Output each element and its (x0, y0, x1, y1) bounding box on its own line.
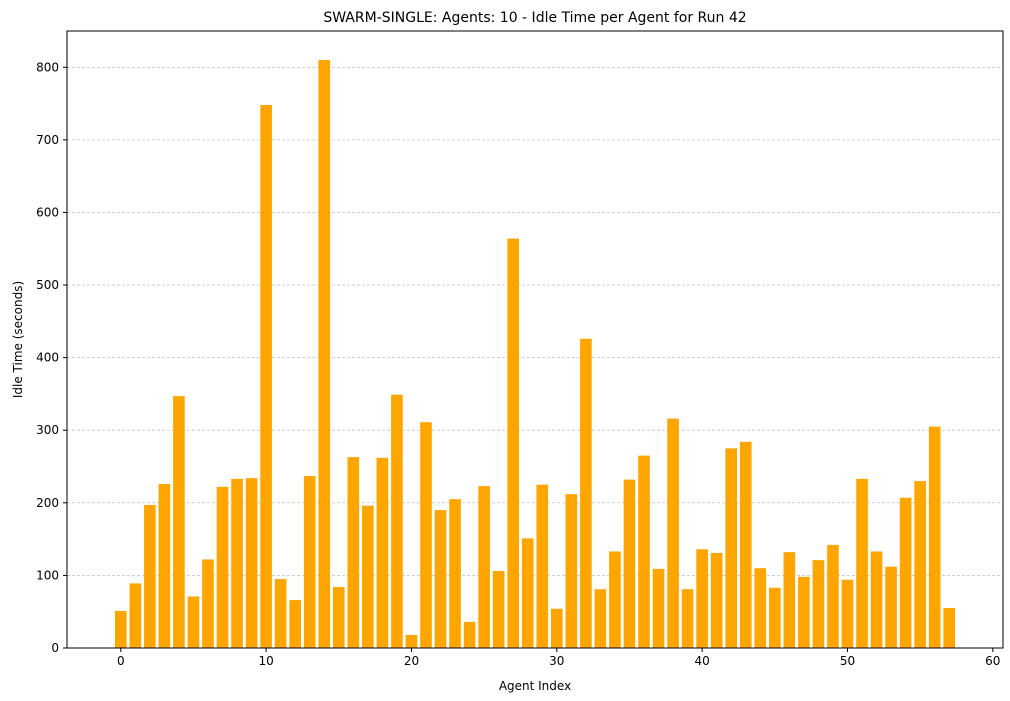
bar (754, 568, 767, 648)
x-tick-label: 20 (404, 654, 419, 668)
y-tick-label: 0 (51, 641, 59, 655)
bar (478, 486, 490, 648)
bar (114, 610, 127, 648)
bar (463, 621, 476, 648)
bar (318, 60, 331, 649)
y-tick-label: 600 (36, 205, 59, 219)
y-tick-label: 700 (36, 133, 59, 147)
bar (144, 505, 156, 648)
bar (216, 486, 229, 648)
x-tick-label: 50 (840, 654, 855, 668)
bar (405, 634, 418, 648)
bar (550, 608, 563, 648)
bar (347, 457, 360, 648)
x-axis-ticks: 0 10 20 30 40 50 60 (117, 648, 1000, 668)
bar (187, 596, 200, 648)
bar (289, 600, 301, 648)
bar (376, 457, 389, 648)
y-tick-label: 100 (36, 568, 59, 582)
x-tick-label: 30 (549, 654, 564, 668)
bar (885, 566, 897, 648)
y-tick-label: 300 (36, 423, 59, 437)
bar (231, 478, 243, 648)
bar (638, 455, 650, 648)
x-tick-label: 60 (985, 654, 1000, 668)
bar (870, 551, 883, 648)
bar (492, 571, 505, 648)
x-tick-label: 40 (695, 654, 710, 668)
bar (856, 478, 868, 648)
bar (609, 551, 621, 648)
x-tick-label: 0 (117, 654, 125, 668)
y-axis-label: Idle Time (seconds) (11, 281, 25, 398)
bar (696, 549, 708, 648)
bar (739, 441, 752, 648)
bar (943, 608, 956, 648)
bar (507, 238, 520, 648)
bar (580, 338, 592, 648)
bar (667, 418, 679, 648)
x-axis-label: Agent Index (499, 679, 571, 693)
bar (565, 494, 578, 648)
bar (594, 589, 607, 648)
y-tick-label: 500 (36, 278, 59, 292)
y-tick-label: 800 (36, 60, 59, 74)
bar (362, 505, 374, 648)
bar (841, 579, 854, 648)
bar (158, 483, 171, 648)
chart-title: SWARM-SINGLE: Agents: 10 - Idle Time per… (323, 10, 746, 26)
bar (914, 481, 926, 648)
y-axis-ticks: 0 100 200 300 400 500 600 700 800 (36, 60, 67, 655)
bar (827, 544, 839, 648)
bar (303, 475, 316, 648)
bar (274, 579, 287, 648)
bar (420, 422, 432, 648)
bar (434, 510, 447, 648)
bar (332, 587, 345, 648)
bar (769, 587, 781, 648)
bar (521, 538, 534, 648)
bar (783, 552, 796, 648)
bar-series (114, 60, 956, 649)
plot-frame (66, 30, 1004, 649)
bar (129, 583, 142, 648)
bar (260, 105, 272, 649)
y-tick-label: 400 (36, 351, 59, 365)
bar (710, 552, 723, 648)
bar (899, 497, 912, 648)
bar (245, 478, 258, 648)
bar (173, 396, 185, 648)
bar (391, 394, 403, 648)
bar (202, 559, 214, 648)
bar (928, 426, 941, 648)
bar (725, 448, 738, 648)
bar (652, 568, 665, 648)
bar (812, 560, 825, 648)
bar (623, 479, 636, 648)
x-tick-label: 10 (258, 654, 273, 668)
bar (681, 589, 694, 648)
bar (449, 499, 461, 648)
bar (798, 576, 810, 648)
bar (536, 484, 549, 648)
y-tick-label: 200 (36, 496, 59, 510)
